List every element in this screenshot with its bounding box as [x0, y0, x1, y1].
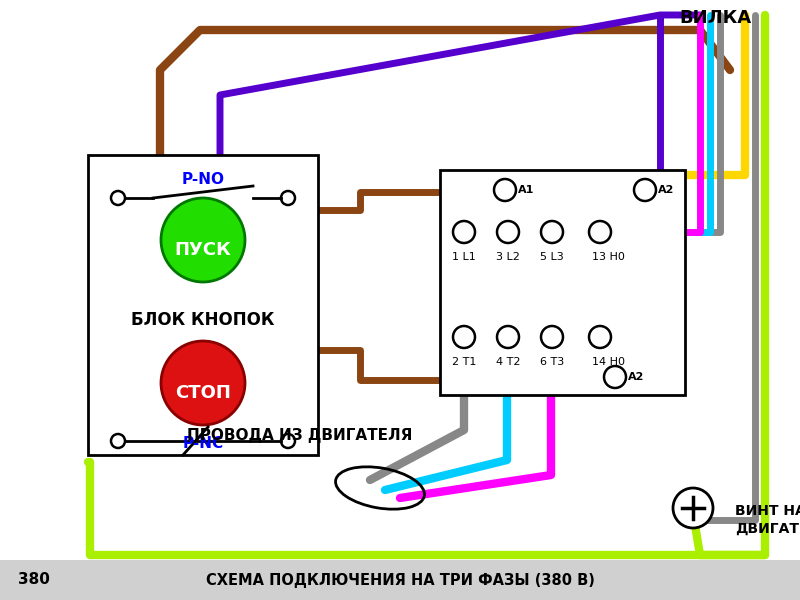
Text: ПРОВОДА ИЗ ДВИГАТЕЛЯ: ПРОВОДА ИЗ ДВИГАТЕЛЯ: [187, 428, 413, 443]
Circle shape: [281, 191, 295, 205]
Circle shape: [453, 221, 475, 243]
Text: БЛОК КНОПОК: БЛОК КНОПОК: [131, 311, 274, 329]
Circle shape: [589, 221, 611, 243]
Circle shape: [497, 221, 519, 243]
Text: P-NO: P-NO: [182, 173, 225, 187]
Text: 2 T1: 2 T1: [452, 357, 476, 367]
Circle shape: [589, 326, 611, 348]
Text: P-NC: P-NC: [182, 436, 223, 451]
Circle shape: [673, 488, 713, 528]
Text: ВИЛКА: ВИЛКА: [679, 9, 751, 27]
Text: 380: 380: [18, 572, 50, 587]
Circle shape: [604, 366, 626, 388]
Circle shape: [281, 434, 295, 448]
Text: A2: A2: [658, 185, 674, 195]
Circle shape: [494, 179, 516, 201]
Circle shape: [541, 221, 563, 243]
Text: 1 L1: 1 L1: [452, 252, 476, 262]
Text: A1: A1: [518, 185, 534, 195]
Circle shape: [111, 191, 125, 205]
Text: 6 T3: 6 T3: [540, 357, 564, 367]
Text: 13 H0: 13 H0: [591, 252, 625, 262]
Text: A2: A2: [628, 372, 644, 382]
Circle shape: [161, 198, 245, 282]
Circle shape: [634, 179, 656, 201]
Text: 5 L3: 5 L3: [540, 252, 564, 262]
Text: ВИНТ НА КОРПУСЕ
ДВИГАТЕЛЯ: ВИНТ НА КОРПУСЕ ДВИГАТЕЛЯ: [735, 504, 800, 536]
Circle shape: [541, 326, 563, 348]
Text: 14 H0: 14 H0: [591, 357, 625, 367]
Text: ПУСК: ПУСК: [174, 241, 231, 259]
Bar: [88, 155, 318, 455]
Bar: [440, 170, 685, 395]
Bar: [0, 560, 800, 600]
Text: СХЕМА ПОДКЛЮЧЕНИЯ НА ТРИ ФАЗЫ (380 В): СХЕМА ПОДКЛЮЧЕНИЯ НА ТРИ ФАЗЫ (380 В): [206, 572, 594, 587]
Text: 4 T2: 4 T2: [496, 357, 520, 367]
Circle shape: [111, 434, 125, 448]
Text: СТОП: СТОП: [175, 384, 231, 402]
Text: 3 L2: 3 L2: [496, 252, 520, 262]
Circle shape: [161, 341, 245, 425]
Circle shape: [453, 326, 475, 348]
Circle shape: [497, 326, 519, 348]
